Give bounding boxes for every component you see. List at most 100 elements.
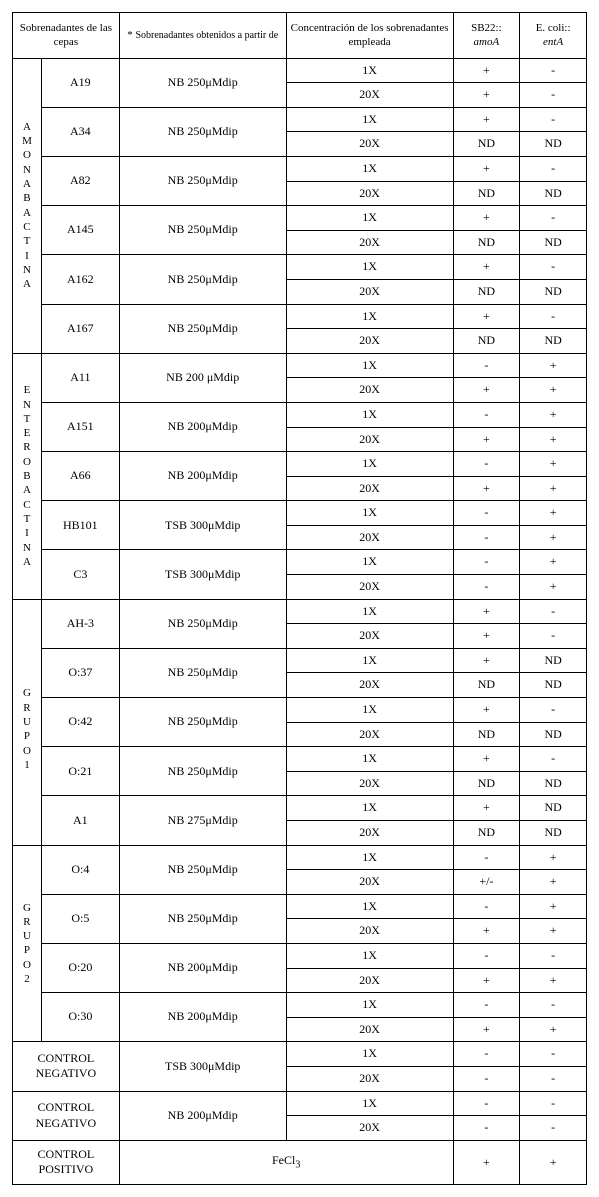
conc-cell: 1X (286, 796, 453, 821)
value-cell: - (453, 550, 520, 575)
value-cell: ND (520, 821, 587, 846)
value-cell: ND (520, 771, 587, 796)
value-cell: - (520, 1116, 587, 1141)
conc-cell: 20X (286, 525, 453, 550)
value-cell: ND (520, 673, 587, 698)
conc-cell: 1X (286, 943, 453, 968)
table-row: O:20NB 200μMdip1X-- (13, 943, 587, 968)
value-cell: - (520, 107, 587, 132)
header-row: Sobrenadantes de las cepas * Sobrenadant… (13, 13, 587, 59)
value-cell: + (453, 624, 520, 649)
control-negativo-2: CONTROL NEGATIVO (13, 1091, 120, 1140)
control-negativo-1: CONTROL NEGATIVO (13, 1042, 120, 1091)
value-cell: + (520, 378, 587, 403)
strain-cell: A1 (41, 796, 119, 845)
table-row: ENTEROBACTINA A11NB 200 μMdip1X-+ (13, 353, 587, 378)
conc-cell: 20X (286, 132, 453, 157)
strain-cell: HB101 (41, 501, 119, 550)
medium-cell: TSB 300μMdip (119, 550, 286, 599)
medium-cell: NB 250μMdip (119, 599, 286, 648)
conc-cell: 20X (286, 821, 453, 846)
value-cell: ND (453, 181, 520, 206)
value-cell: + (453, 107, 520, 132)
value-cell: - (453, 1066, 520, 1091)
strain-cell: O:37 (41, 648, 119, 697)
table-row: CONTROL NEGATIVOTSB 300μMdip1X-- (13, 1042, 587, 1067)
conc-cell: 20X (286, 771, 453, 796)
value-cell: - (453, 353, 520, 378)
value-cell: - (520, 304, 587, 329)
conc-cell: 1X (286, 304, 453, 329)
conc-cell: 1X (286, 648, 453, 673)
value-cell: - (453, 452, 520, 477)
value-cell: ND (520, 796, 587, 821)
table-row: O:30NB 200μMdip1X-- (13, 993, 587, 1018)
conc-cell: 1X (286, 501, 453, 526)
conc-cell: 1X (286, 206, 453, 231)
strain-cell: O:21 (41, 747, 119, 796)
header-concentracion: Concentración de los sobrenadantes emple… (286, 13, 453, 59)
strain-cell: A167 (41, 304, 119, 353)
value-cell: - (520, 599, 587, 624)
conc-cell: 20X (286, 378, 453, 403)
medium-cell: TSB 300μMdip (119, 501, 286, 550)
value-cell: + (453, 796, 520, 821)
value-cell: - (453, 943, 520, 968)
conc-cell: 1X (286, 993, 453, 1018)
strain-cell: A19 (41, 58, 119, 107)
header-sb22: SB22::amoA (453, 13, 520, 59)
value-cell: ND (520, 230, 587, 255)
conc-cell: 20X (286, 476, 453, 501)
value-cell: ND (520, 181, 587, 206)
strain-cell: O:42 (41, 698, 119, 747)
value-cell: - (453, 575, 520, 600)
table-row: O:21NB 250μMdip1X+- (13, 747, 587, 772)
medium-cell: NB 250μMdip (119, 845, 286, 894)
conc-cell: 20X (286, 722, 453, 747)
group-enterobactina: ENTEROBACTINA (13, 353, 42, 599)
value-cell: - (520, 698, 587, 723)
value-cell: ND (453, 132, 520, 157)
medium-cell: NB 200μMdip (119, 452, 286, 501)
value-cell: - (453, 402, 520, 427)
strain-cell: O:4 (41, 845, 119, 894)
value-cell: - (453, 845, 520, 870)
medium-cell: NB 275μMdip (119, 796, 286, 845)
table-row: HB101TSB 300μMdip1X-+ (13, 501, 587, 526)
conc-cell: 1X (286, 58, 453, 83)
conc-cell: 1X (286, 452, 453, 477)
table-row: C3TSB 300μMdip1X-+ (13, 550, 587, 575)
table-row: CONTROL NEGATIVONB 200μMdip1X-- (13, 1091, 587, 1116)
conc-cell: 20X (286, 624, 453, 649)
conc-cell: 20X (286, 919, 453, 944)
value-cell: + (520, 1017, 587, 1042)
conc-cell: 1X (286, 894, 453, 919)
value-cell: + (453, 304, 520, 329)
group-amonabactina: AMONABACTINA (13, 58, 42, 353)
value-cell: ND (453, 722, 520, 747)
table-row: A66NB 200μMdip1X-+ (13, 452, 587, 477)
value-cell: + (520, 870, 587, 895)
control-positivo: CONTROL POSITIVO (13, 1140, 120, 1184)
conc-cell: 1X (286, 747, 453, 772)
value-cell: ND (453, 329, 520, 354)
value-cell: - (520, 747, 587, 772)
table-row: A34NB 250μMdip1X+- (13, 107, 587, 132)
strain-cell: O:30 (41, 993, 119, 1042)
value-cell: + (520, 525, 587, 550)
conc-cell: 1X (286, 845, 453, 870)
value-cell: ND (453, 279, 520, 304)
strain-cell: O:20 (41, 943, 119, 992)
value-cell: + (520, 353, 587, 378)
value-cell: ND (453, 771, 520, 796)
table-row: A145NB 250μMdip1X+- (13, 206, 587, 231)
value-cell: + (520, 452, 587, 477)
medium-cell: NB 200μMdip (119, 993, 286, 1042)
table-row: GRUPO2 O:4NB 250μMdip1X-+ (13, 845, 587, 870)
value-cell: - (520, 624, 587, 649)
value-cell: + (453, 1140, 520, 1184)
conc-cell: 20X (286, 673, 453, 698)
medium-cell: NB 200μMdip (119, 402, 286, 451)
value-cell: - (520, 83, 587, 108)
conc-cell: 20X (286, 230, 453, 255)
